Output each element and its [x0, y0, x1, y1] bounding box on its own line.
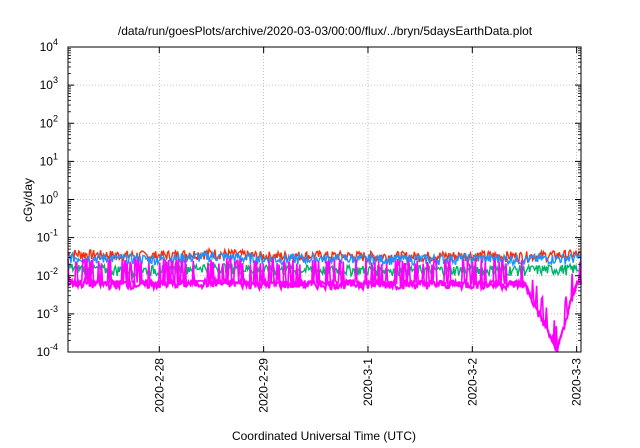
y-tick-label: 10-2 — [37, 266, 58, 283]
y-tick-label: 10-4 — [37, 342, 58, 359]
plot-area — [67, 46, 582, 353]
y-tick-label: 101 — [40, 151, 58, 168]
series-group — [67, 246, 582, 353]
grid — [68, 47, 581, 352]
series-line — [67, 249, 582, 268]
x-tick-label: 2020-3-2 — [465, 358, 479, 406]
x-axis-label: Coordinated Universal Time (UTC) — [232, 429, 416, 443]
series-line — [67, 275, 582, 353]
y-tick-label: 10-3 — [37, 304, 58, 321]
x-tick-label: 2020-2-29 — [257, 358, 271, 413]
y-tick-label: 103 — [40, 75, 58, 92]
y-tick-label: 10-1 — [37, 228, 58, 245]
x-axis: 2020-2-28 2020-2-29 2020-3-1 2020-3-2 2020-3… — [152, 47, 584, 413]
series-line — [67, 257, 582, 350]
chart-title: /data/run/goesPlots/archive/2020-03-03/0… — [118, 24, 533, 38]
x-tick-label: 2020-2-28 — [152, 358, 166, 413]
y-axis: 10-4 10-3 10-2 10-1 100 101 102 103 104 — [37, 37, 581, 359]
y-tick-label: 104 — [40, 37, 58, 54]
y-tick-label: 102 — [40, 113, 58, 130]
x-tick-label: 2020-3-3 — [570, 358, 584, 406]
x-tick-label: 2020-3-1 — [361, 358, 375, 406]
y-axis-label: cGy/day — [21, 178, 35, 222]
y-tick-label: 100 — [40, 190, 58, 207]
